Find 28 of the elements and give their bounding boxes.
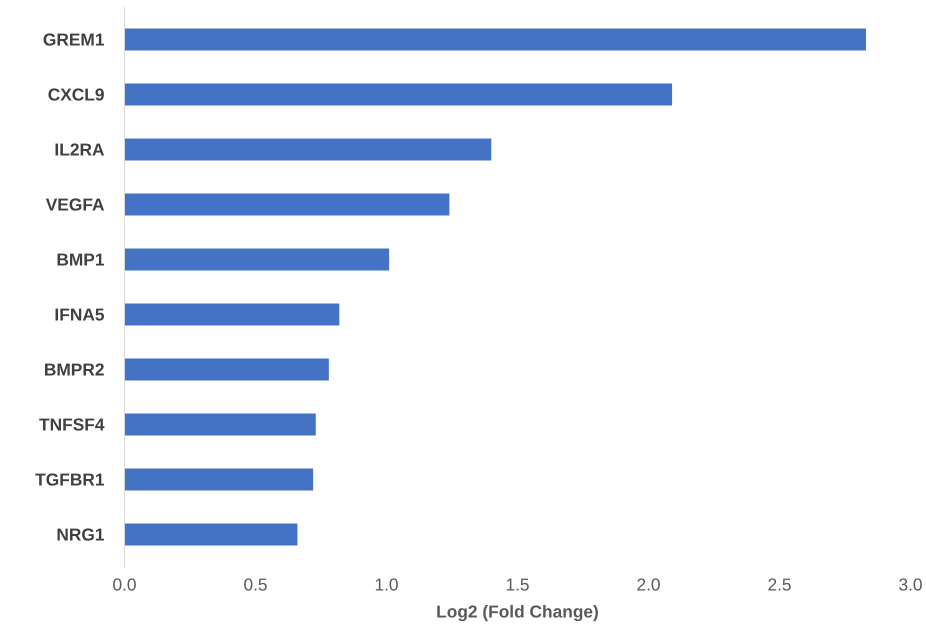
x-tick-label: 3.0: [898, 574, 923, 594]
x-tick-label: 0.5: [243, 574, 268, 594]
y-tick-label: IFNA5: [54, 304, 105, 324]
x-tick-label: 2.5: [767, 574, 792, 594]
bar: [124, 524, 298, 546]
y-tick-label: IL2RA: [54, 140, 105, 160]
bar: [124, 194, 450, 216]
y-tick-label: CXCL9: [48, 84, 105, 104]
y-tick-label: NRG1: [56, 524, 105, 544]
y-tick-label: GREM1: [42, 30, 105, 50]
x-tick-label: 2.0: [636, 574, 661, 594]
bar: [124, 358, 329, 380]
bar: [124, 28, 866, 50]
x-tick-label: 1.0: [374, 574, 399, 594]
bar: [124, 248, 390, 270]
bar: [124, 138, 492, 160]
y-tick-label: TGFBR1: [35, 470, 105, 490]
bar: [124, 414, 316, 436]
bar: [124, 84, 672, 106]
y-tick-label: BMP1: [56, 250, 105, 270]
y-tick-label: VEGFA: [46, 194, 105, 214]
bar: [124, 468, 314, 490]
x-tick-label: 0.0: [112, 574, 137, 594]
bar: [124, 304, 340, 326]
x-tick-label: 1.5: [505, 574, 530, 594]
y-tick-label: TNFSF4: [39, 414, 105, 434]
x-axis-title: Log2 (Fold Change): [436, 602, 599, 622]
y-tick-label: BMPR2: [44, 360, 105, 380]
